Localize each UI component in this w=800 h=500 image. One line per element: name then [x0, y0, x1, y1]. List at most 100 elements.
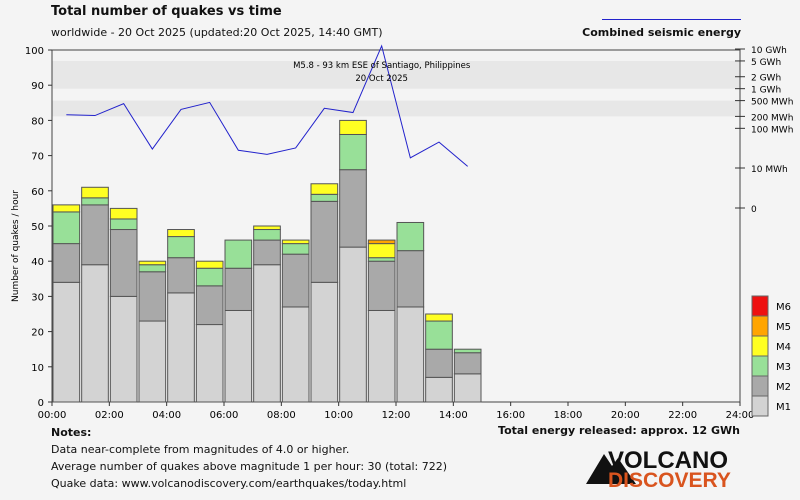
bar-M4-13	[425, 313, 453, 322]
bar-M1-05	[195, 324, 224, 403]
bar-M2-14	[453, 352, 482, 375]
legend-swatch-M2	[751, 375, 769, 397]
energy-band-1	[52, 60, 740, 89]
bar-M3-02	[109, 218, 138, 231]
energy-tick-label-3: 200 MWh	[751, 113, 793, 123]
bar-M3-00	[52, 211, 81, 245]
bar-M4-05	[195, 260, 224, 269]
bar-M2-06	[224, 267, 253, 311]
x-tick-label-5: 10:00	[324, 410, 353, 421]
x-tick-label-4: 08:00	[267, 410, 296, 421]
logo-text-volcano: VOLCANO	[608, 447, 728, 474]
bar-M4-04	[167, 229, 195, 238]
energy-tick-label-4: 500 MWh	[751, 98, 793, 108]
legend-label-M3: M3	[776, 362, 791, 373]
bar-M2-07	[253, 239, 281, 266]
energy-tick-label-1: 10 MWh	[751, 165, 788, 175]
legend-swatch-M4	[751, 335, 769, 357]
energy-line	[66, 44, 468, 167]
x-tick-label-3: 06:00	[210, 410, 239, 421]
bar-M1-08	[281, 306, 310, 403]
bar-M3-11	[367, 257, 396, 262]
bar-M1-14	[453, 373, 482, 403]
bar-M4-03	[138, 260, 167, 266]
bar-M3-01	[81, 197, 109, 206]
x-tick-label-8: 16:00	[496, 410, 525, 421]
bar-M4-01	[81, 186, 109, 199]
bar-M2-01	[81, 204, 109, 266]
bar-M1-07	[253, 264, 281, 403]
bar-M2-00	[52, 243, 81, 283]
energy-tick-label-8: 10 GWh	[751, 46, 787, 56]
bar-M4-02	[109, 207, 138, 220]
bar-M3-12	[396, 221, 425, 252]
y-tick-label-40: 40	[31, 257, 44, 268]
bar-M2-05	[195, 285, 224, 326]
y-tick-label-50: 50	[31, 222, 44, 233]
y-tick-label-30: 30	[31, 292, 44, 303]
bar-M1-13	[425, 376, 453, 403]
bar-M2-10	[339, 169, 367, 248]
bar-M2-11	[367, 260, 396, 311]
bar-M2-02	[109, 229, 138, 297]
bar-M2-03	[138, 271, 167, 322]
bar-M2-09	[310, 200, 339, 283]
y-tick-label-70: 70	[31, 152, 44, 163]
x-tick-label-0: 00:00	[38, 410, 67, 421]
bar-M1-06	[224, 309, 253, 403]
bar-M1-03	[138, 320, 167, 403]
notes-line-3: Quake data: www.volcanodiscovery.com/ear…	[51, 477, 407, 490]
bar-M1-00	[52, 281, 81, 403]
annotation-line-1: 20 Oct 2025	[355, 74, 408, 84]
y-tick-label-0: 0	[38, 398, 44, 409]
bar-M4-10	[339, 119, 367, 135]
y-tick-label-60: 60	[31, 187, 44, 198]
bar-M2-04	[167, 257, 195, 294]
bar-M2-08	[281, 253, 310, 308]
bar-M3-09	[310, 193, 339, 202]
notes-line-1: Data near-complete from magnitudes of 4.…	[51, 443, 350, 456]
legend-label-M1: M1	[776, 402, 791, 413]
x-tick-label-2: 04:00	[152, 410, 181, 421]
annotation-line-0: M5.8 - 93 km ESE of Santiago, Philippine…	[293, 61, 471, 71]
x-tick-label-11: 22:00	[668, 410, 697, 421]
legend-label-M2: M2	[776, 382, 791, 393]
bar-M1-01	[81, 264, 109, 403]
notes: Notes: Data near-complete from magnitude…	[51, 424, 447, 492]
bar-M1-09	[310, 281, 339, 403]
y-tick-label-90: 90	[31, 81, 44, 92]
x-tick-label-10: 20:00	[611, 410, 640, 421]
bar-M5-11	[367, 239, 396, 245]
energy-legend-line	[602, 19, 741, 20]
bar-M2-13	[425, 348, 453, 378]
bar-M3-14	[453, 348, 482, 354]
bar-M4-08	[281, 239, 310, 245]
bar-M3-13	[425, 320, 453, 350]
x-tick-label-6: 12:00	[382, 410, 411, 421]
legend-label-M5: M5	[776, 322, 791, 333]
bar-M1-12	[396, 306, 425, 403]
logo-text-discovery: DISCOVERY	[608, 469, 731, 490]
legend-swatch-M5	[751, 315, 769, 337]
y-tick-label-80: 80	[31, 116, 44, 127]
volcanodiscovery-logo[interactable]: VOLCANO DISCOVERY	[586, 446, 731, 490]
bar-M2-12	[396, 250, 425, 308]
energy-tick-label-6: 2 GWh	[751, 74, 781, 84]
bar-M3-04	[167, 236, 195, 259]
energy-tick-label-7: 5 GWh	[751, 58, 781, 68]
bar-M4-09	[310, 183, 339, 195]
energy-band-0	[52, 100, 740, 117]
bar-M3-08	[281, 243, 310, 255]
notes-heading: Notes:	[51, 426, 92, 439]
energy-tick-label-0: 0	[751, 205, 757, 215]
x-tick-label-7: 14:00	[439, 410, 468, 421]
energy-legend-label: Combined seismic energy	[582, 26, 741, 39]
bar-M3-03	[138, 264, 167, 273]
legend-swatch-M6	[751, 295, 769, 317]
energy-tick-label-2: 100 MWh	[751, 125, 793, 135]
y-tick-label-100: 100	[25, 46, 44, 57]
y-tick-label-10: 10	[31, 363, 44, 374]
bar-M3-05	[195, 267, 224, 287]
bar-M1-04	[167, 292, 195, 403]
